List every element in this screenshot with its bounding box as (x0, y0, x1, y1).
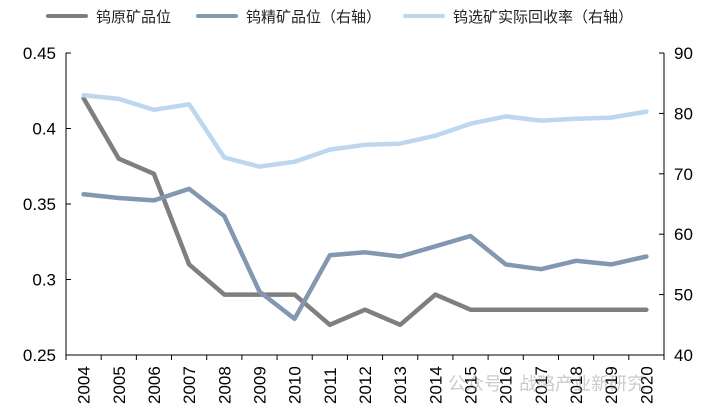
tick-labels: 0.25 0.3 0.35 0.4 0.45 40 50 60 70 80 90 2004 2005 20… (23, 44, 693, 404)
left-tick-label: 0.4 (32, 120, 56, 139)
legend-swatch (196, 14, 238, 18)
x-tick-label: 2006 (145, 366, 164, 404)
left-tick-label: 0.25 (23, 346, 56, 365)
series-line-0 (81, 96, 649, 328)
legend-item-concentrate-grade: 钨精矿品位（右轴） (196, 6, 381, 26)
legend-item-recovery-rate: 钨选矿实际回收率（右轴） (403, 6, 633, 26)
x-tick-label: 2019 (602, 366, 621, 404)
right-tick-label: 60 (674, 225, 693, 244)
left-tick-label: 0.3 (32, 271, 56, 290)
chart-legend: 钨原矿品位 钨精矿品位（右轴） 钨选矿实际回收率（右轴） (0, 4, 717, 28)
x-tick-label: 2015 (462, 366, 481, 404)
right-tick-label: 90 (674, 44, 693, 63)
right-tick-label: 70 (674, 165, 693, 184)
legend-swatch (403, 14, 445, 18)
series-line-2 (81, 93, 649, 169)
x-tick-label: 2009 (250, 366, 269, 404)
x-tick-label: 2008 (215, 366, 234, 404)
x-tick-label: 2020 (637, 366, 656, 404)
x-tick-label: 2013 (391, 366, 410, 404)
x-tick-label: 2012 (356, 366, 375, 404)
legend-item-ore-grade: 钨原矿品位 (46, 6, 171, 26)
x-tick-label: 2005 (110, 366, 129, 404)
watermark: 公众号 · 战略产业新研究 (448, 374, 646, 395)
left-tick-label: 0.35 (23, 195, 56, 214)
x-tick-label: 2004 (75, 366, 94, 404)
legend-label: 钨原矿品位 (96, 7, 172, 26)
x-tick-label: 2016 (497, 366, 516, 404)
right-tick-label: 40 (674, 346, 693, 365)
x-tick-label: 2018 (567, 366, 586, 404)
x-tick-label: 2007 (180, 366, 199, 404)
x-tick-label: 2017 (532, 366, 551, 404)
x-tick-label: 2014 (426, 366, 445, 404)
legend-label: 钨选矿实际回收率（右轴） (453, 7, 634, 26)
series-line-1 (81, 186, 649, 322)
right-tick-label: 80 (674, 104, 693, 123)
x-tick-label: 2010 (286, 366, 305, 404)
right-tick-label: 50 (674, 286, 693, 305)
legend-label: 钨精矿品位（右轴） (246, 7, 382, 26)
series-lines (81, 93, 649, 328)
chart-axes (65, 52, 665, 360)
x-tick-label: 2011 (321, 367, 340, 404)
legend-swatch (46, 14, 88, 18)
left-tick-label: 0.45 (23, 44, 56, 63)
